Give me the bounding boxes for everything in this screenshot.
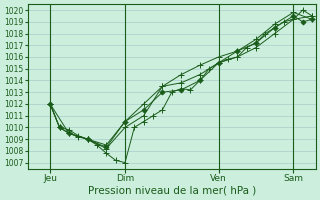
X-axis label: Pression niveau de la mer( hPa ): Pression niveau de la mer( hPa ) <box>88 186 256 196</box>
